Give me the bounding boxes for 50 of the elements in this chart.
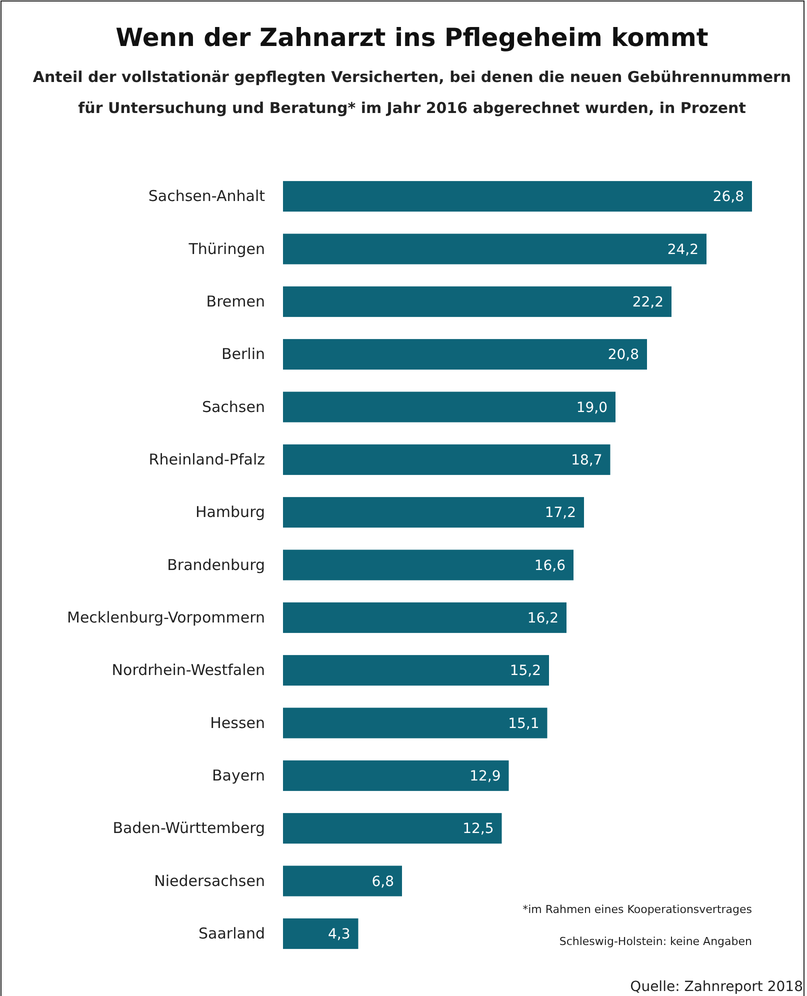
- y-tick-label: Baden-Württemberg: [112, 819, 265, 838]
- y-tick-label: Nordrhein-Westfalen: [112, 661, 265, 680]
- bar: [283, 550, 574, 580]
- data-label: 18,7: [571, 452, 602, 469]
- bar: [283, 339, 647, 370]
- bar: [283, 602, 566, 633]
- y-tick-label: Niedersachsen: [154, 872, 265, 890]
- bar: [283, 181, 752, 212]
- bar: [283, 286, 672, 317]
- y-tick-label: Rheinland-Pfalz: [148, 450, 266, 468]
- y-tick-label: Brandenburg: [167, 556, 265, 574]
- y-tick-label: Bayern: [212, 766, 265, 784]
- bar: [283, 708, 548, 738]
- y-tick-label: Sachsen-Anhalt: [148, 187, 266, 206]
- annotation: *im Rahmen eines Kooperationsvertrages: [522, 903, 752, 916]
- y-tick-label: Hessen: [210, 714, 265, 732]
- bar: [283, 234, 706, 264]
- data-label: 6,8: [372, 874, 394, 890]
- bar: [283, 918, 358, 949]
- y-tick-label: Mecklenburg-Vorpommern: [67, 608, 265, 626]
- data-label: 20,8: [608, 347, 639, 364]
- bar: [283, 497, 584, 528]
- data-label: 24,2: [667, 242, 698, 258]
- data-label: 26,8: [712, 189, 744, 206]
- y-tick-label: Bremen: [206, 292, 265, 310]
- y-tick-label: Saarland: [198, 924, 265, 942]
- data-label: 12,9: [470, 768, 501, 785]
- data-label: 17,2: [544, 505, 576, 522]
- y-tick-label: Berlin: [221, 345, 265, 364]
- bar: [283, 392, 616, 422]
- data-label: 22,2: [632, 294, 664, 311]
- chart-title: Wenn der Zahnarzt ins Pflegeheim kommt: [116, 23, 708, 52]
- annotation: Schleswig-Holstein: keine Angaben: [559, 935, 752, 948]
- bar: [283, 813, 502, 844]
- data-label: 16,2: [527, 610, 558, 627]
- data-label: 15,1: [508, 716, 540, 732]
- data-label: 4,3: [328, 926, 350, 943]
- data-label: 15,2: [510, 663, 541, 680]
- y-tick-label: Thüringen: [188, 240, 265, 258]
- data-label: 16,6: [534, 558, 566, 574]
- source-note: Quelle: Zahnreport 2018: [630, 979, 803, 995]
- bar: [283, 866, 402, 896]
- chart-subtitle: Anteil der vollstationär gepflegten Versicherten, bei denen die neuen Gebührennummern für Untersuchung und Beratung* im Jahr 2016 abgerechnet wurden, in Prozent: [32, 68, 792, 117]
- y-tick-label: Sachsen: [202, 398, 265, 416]
- bar: [283, 444, 610, 475]
- data-label: 12,5: [462, 821, 494, 838]
- y-tick-label: Hamburg: [195, 503, 265, 522]
- bar: [283, 655, 549, 686]
- bar: [283, 760, 509, 791]
- data-label: 19,0: [576, 400, 608, 416]
